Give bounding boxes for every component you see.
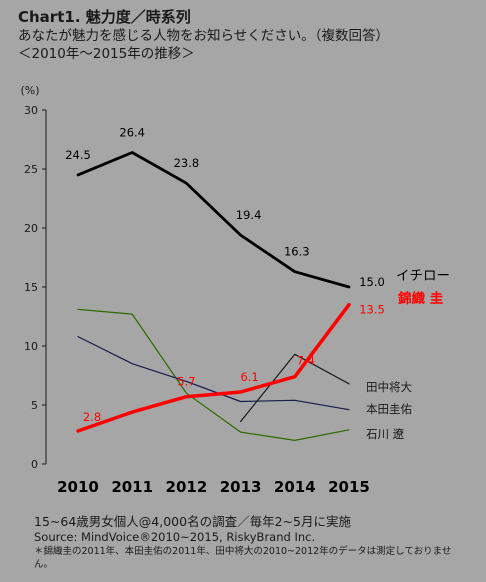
data-label-series-2: 13.5 [359, 303, 385, 317]
data-label-series-2: 5.7 [177, 375, 195, 389]
chart-title: Chart1. 魅力度／時系列 [18, 8, 191, 26]
series-name-label-4: 本田圭佑 [366, 402, 412, 416]
chart-header: Chart1. 魅力度／時系列 あなたが魅力を感じる人物をお知らせください。（複… [18, 8, 478, 63]
data-label-series-1: 19.4 [236, 208, 262, 222]
data-label-series-2: 2.8 [83, 410, 101, 424]
footnote: ＊錦織圭の2011年、本田圭佑の2011年、田中将大の2010~2012年のデー… [34, 546, 452, 570]
series-line-3 [240, 353, 350, 423]
chart-axes: 0 5 10 15 20 25 30 (%) 2010 2011 2012 2013 2014 2015 [20, 84, 369, 496]
data-label-series-1: 16.3 [284, 245, 310, 259]
chart-footer: 15~64歳男女個人@4,000名の調査／毎年2~5月に実施 Source: M… [34, 514, 474, 571]
y-tick-label: 15 [24, 281, 38, 294]
data-label-series-2: 7.4 [297, 354, 315, 368]
series-name-label-3: 田中将大 [366, 380, 412, 394]
x-tick-label: 2015 [328, 478, 370, 496]
survey-sample-note: 15~64歳男女個人@4,000名の調査／毎年2~5月に実施 [34, 514, 351, 529]
x-tick-label: 2011 [111, 478, 153, 496]
series-line-1 [76, 151, 351, 289]
series-line-5 [77, 308, 350, 441]
series-name-label-1: イチロー [396, 268, 450, 284]
chart-subtitle: あなたが魅力を感じる人物をお知らせください。（複数回答） [18, 28, 389, 44]
chart-value-labels: 24.5 26.4 23.8 19.4 16.3 15.0 2.8 5.7 6.1 7.4 13.5 [65, 125, 385, 423]
x-tick-label: 2014 [274, 478, 316, 496]
data-label-series-1: 26.4 [119, 125, 145, 139]
data-label-series-1: 24.5 [65, 148, 91, 162]
y-tick-label: 5 [31, 399, 38, 412]
y-axis-unit-label: (%) [20, 84, 39, 97]
x-tick-label: 2012 [166, 478, 208, 496]
y-tick-label: 25 [24, 163, 38, 176]
series-line-4 [77, 336, 350, 411]
y-tick-label: 0 [31, 458, 38, 471]
chart-period: ＜2010年～2015年の推移＞ [18, 46, 195, 62]
y-tick-label: 10 [24, 340, 38, 353]
y-tick-label: 30 [24, 104, 38, 117]
data-label-series-1: 15.0 [359, 275, 385, 289]
x-tick-label: 2010 [57, 478, 99, 496]
data-label-series-1: 23.8 [174, 156, 200, 170]
y-tick-label: 20 [24, 222, 38, 235]
x-tick-label: 2013 [220, 478, 262, 496]
chart-series-lines [76, 151, 351, 441]
series-name-label-2: 錦織 圭 [398, 290, 444, 307]
data-label-series-2: 6.1 [240, 370, 258, 384]
series-line-2 [76, 302, 351, 433]
series-name-label-5: 石川 遼 [366, 427, 405, 441]
source-note: Source: MindVoice®2010~2015, RiskyBrand … [34, 530, 316, 544]
